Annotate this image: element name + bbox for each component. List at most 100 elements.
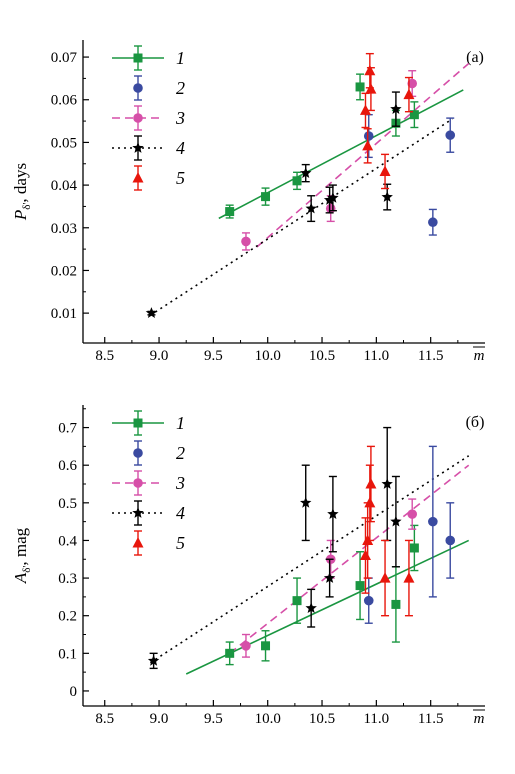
point-marker (362, 534, 374, 545)
y-tick-label: 0.6 (58, 458, 77, 474)
y-tick-label: 0.07 (51, 50, 78, 66)
fit-line-series-3 (256, 62, 470, 248)
point-marker (132, 507, 144, 518)
x-axis-label: m (474, 711, 485, 727)
x-tick-label: 9.5 (204, 348, 223, 364)
panel-label: (a) (466, 49, 484, 66)
x-tick-label: 9.5 (204, 711, 223, 727)
point-marker (300, 167, 312, 178)
y-axis-label-unit: , mag (11, 527, 30, 565)
legend-entry-1: 1 (112, 45, 185, 71)
y-axis-label-sub: δ' (21, 203, 33, 210)
series-5 (359, 445, 415, 617)
series-2 (363, 113, 456, 236)
y-axis-label: Pδ', days (11, 163, 33, 221)
legend-entry-3: 3 (112, 470, 185, 496)
point-marker (225, 648, 235, 658)
y-tick-label: 0.4 (58, 533, 77, 549)
fit-line-series-4 (149, 118, 453, 316)
point-marker (132, 537, 144, 548)
y-tick-label: 0.06 (51, 93, 78, 109)
point-marker (323, 572, 336, 583)
point-marker (362, 139, 374, 151)
y-tick-label: 0.01 (51, 306, 77, 322)
point-marker (428, 217, 438, 228)
point-marker (147, 654, 160, 666)
legend-entry-3: 3 (112, 105, 185, 131)
point-marker (300, 496, 312, 508)
point-marker (407, 78, 418, 89)
point-marker (132, 172, 144, 183)
x-tick-label: 8.5 (95, 348, 114, 364)
point-marker (133, 418, 143, 428)
point-marker (365, 478, 377, 489)
point-marker (407, 509, 418, 519)
x-tick-label: 11.0 (363, 348, 389, 364)
point-marker (261, 641, 271, 651)
point-marker (145, 307, 158, 318)
point-marker (428, 516, 438, 527)
legend-label: 3 (175, 108, 185, 128)
point-marker (132, 142, 144, 153)
y-axis-label-main: P (11, 210, 30, 221)
point-marker (379, 165, 391, 176)
series-5 (359, 52, 415, 190)
point-marker (445, 130, 456, 140)
point-marker (225, 207, 235, 217)
y-tick-label: 0.2 (58, 609, 77, 625)
fit-line-series-4 (149, 455, 470, 664)
y-tick-label: 0.05 (51, 135, 77, 151)
x-tick-label: 9.0 (150, 711, 169, 727)
series-4 (147, 426, 402, 670)
chart-panel-2: 8.5 9.0 9.5 10.0 10.5 11.0 11.5 m00.10.20.30.40… (11, 405, 485, 727)
legend-label: 5 (176, 168, 185, 188)
y-tick-label: 0.03 (51, 221, 77, 237)
point-marker (133, 478, 143, 488)
point-marker (409, 543, 419, 553)
y-tick-label: 0.5 (58, 496, 77, 512)
point-marker (363, 131, 374, 141)
y-axis-label-main: A (11, 572, 30, 584)
point-marker (133, 448, 143, 458)
point-marker (381, 191, 393, 202)
point-marker (381, 478, 393, 489)
x-tick-label: 9.0 (150, 348, 169, 364)
chart-panel-1: 8.5 9.0 9.5 10.0 10.5 11.0 11.5 m 0.01 0.02 0.03 0.… (11, 40, 485, 364)
x-axis-label: m (474, 348, 485, 364)
legend-label: 5 (176, 533, 185, 553)
legend-entry-2: 2 (133, 440, 185, 466)
point-marker (390, 103, 402, 114)
point-marker (327, 191, 339, 203)
y-tick-label: 0.1 (58, 646, 77, 662)
legend-entry-5: 5 (132, 165, 185, 191)
legend-label: 1 (176, 48, 185, 68)
point-marker (133, 113, 143, 123)
point-marker (305, 602, 317, 613)
fit-line-series-1 (218, 89, 464, 220)
legend-label: 4 (176, 503, 185, 523)
y-tick-label: 0.3 (58, 571, 77, 587)
point-marker (355, 581, 365, 591)
panel-label: (б) (466, 414, 485, 431)
legend-label: 2 (176, 443, 185, 463)
x-tick-label: 11.0 (363, 711, 389, 727)
point-marker (365, 83, 377, 94)
point-marker (292, 176, 302, 186)
x-tick-label: 8.5 (95, 711, 114, 727)
point-marker (355, 82, 365, 92)
series-2 (363, 445, 456, 624)
legend-entry-5: 5 (132, 530, 185, 556)
x-tick-label: 11.5 (418, 348, 444, 364)
legend-entry-2: 2 (133, 75, 185, 101)
point-marker (359, 104, 371, 115)
x-tick-label: 10.0 (255, 711, 281, 727)
point-marker (403, 572, 415, 583)
point-marker (292, 596, 302, 606)
legend-label: 4 (176, 138, 185, 158)
legend-label: 1 (176, 413, 185, 433)
point-marker (327, 508, 339, 519)
point-marker (133, 83, 143, 93)
point-marker (133, 53, 143, 63)
point-marker (305, 202, 317, 214)
point-marker (241, 641, 251, 651)
